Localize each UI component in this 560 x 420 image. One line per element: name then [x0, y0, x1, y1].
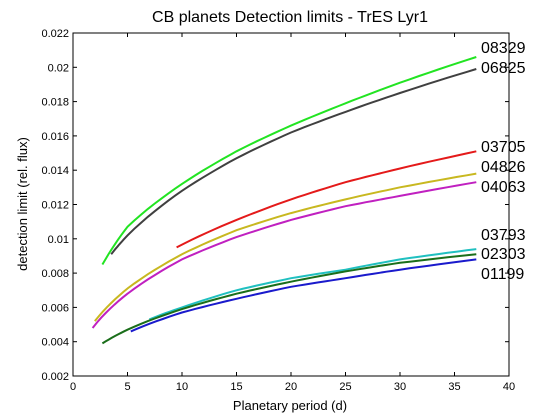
- y-tick-label: 0.008: [41, 268, 69, 280]
- x-tick-label: 30: [394, 381, 406, 393]
- y-tick-label: 0.004: [41, 337, 69, 349]
- y-tick-label: 0.022: [41, 28, 69, 40]
- y-tick-label: 0.01: [48, 234, 69, 246]
- y-tick-label: 0.012: [41, 200, 69, 212]
- y-tick-label: 0.018: [41, 97, 69, 109]
- x-tick-label: 5: [124, 381, 130, 393]
- series-line-08329: [101, 56, 477, 266]
- series-line-04826: [94, 172, 477, 322]
- x-tick-label: 0: [70, 381, 76, 393]
- plot-area: 0 5 10 15 20 25 30 35 40 0.002 0.004 0.006 0.008 0.01…: [41, 28, 515, 393]
- x-tick-label: 25: [339, 381, 351, 393]
- y-tick-label: 0.002: [41, 371, 69, 383]
- series-label-08329: 08329: [481, 40, 526, 57]
- series-line-02303: [101, 253, 477, 345]
- x-tick-label: 15: [230, 381, 242, 393]
- series-label-02303: 02303: [481, 246, 526, 263]
- y-tick-label: 0.014: [41, 165, 69, 177]
- series-line-03793: [148, 248, 477, 321]
- series-label-04063: 04063: [481, 179, 526, 196]
- x-tick-label: 35: [448, 381, 460, 393]
- series-line-01199: [130, 258, 477, 333]
- x-tick-label: 40: [503, 381, 515, 393]
- series-labels: 08329 06825 03705 04826 04063 03793 02303 01199: [481, 40, 526, 283]
- series-line-04063: [91, 181, 477, 329]
- series-label-01199: 01199: [481, 266, 524, 283]
- series-label-03705: 03705: [481, 139, 526, 156]
- y-tick-label: 0.02: [48, 62, 69, 74]
- y-axis-label: detection limit (rel. flux): [15, 137, 30, 271]
- series-label-04826: 04826: [481, 159, 526, 176]
- series-line-03705: [176, 150, 477, 249]
- ticks-layer: 0 5 10 15 20 25 30 35 40 0.002 0.004 0.006 0.008 0.01…: [41, 28, 515, 393]
- x-axis-label: Planetary period (d): [233, 398, 347, 413]
- y-tick-label: 0.006: [41, 302, 69, 314]
- axes-box: [72, 32, 510, 377]
- y-tick-label: 0.016: [41, 131, 69, 143]
- series-layer: [91, 56, 477, 345]
- series-label-06825: 06825: [481, 60, 526, 77]
- x-tick-label: 10: [176, 381, 188, 393]
- x-tick-label: 20: [285, 381, 297, 393]
- chart-title: CB planets Detection limits - TrES Lyr1: [152, 9, 428, 26]
- series-line-06825: [110, 68, 477, 255]
- series-label-03793: 03793: [481, 227, 526, 244]
